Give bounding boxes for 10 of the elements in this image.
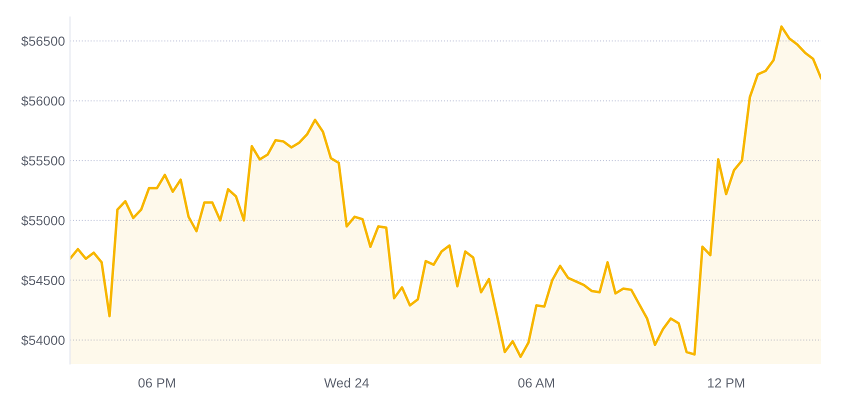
y-tick-label: $56000 — [21, 96, 65, 106]
y-tick-label: $54500 — [21, 275, 65, 286]
y-tick-label: $55000 — [21, 215, 65, 226]
x-tick-label: 06 PM — [138, 378, 175, 388]
y-tick-label: $56500 — [21, 36, 65, 47]
y-tick-label: $54000 — [21, 335, 65, 346]
x-tick-label: 12 PM — [708, 378, 744, 388]
y-tick-label: $55500 — [21, 156, 65, 166]
x-tick-label: 06 AM — [518, 378, 554, 388]
x-tick-label: Wed 24 — [324, 378, 369, 388]
